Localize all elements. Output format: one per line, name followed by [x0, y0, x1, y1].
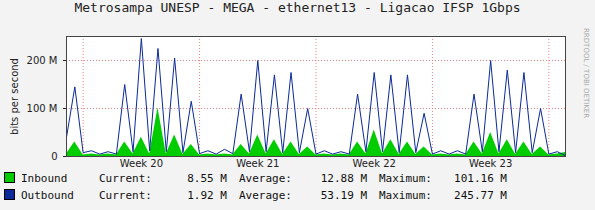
svg-text:200 M: 200 M [27, 55, 58, 66]
html-text:12.88 M: 12.88 M [320, 172, 367, 185]
html-text:RRDTOOL / TOBI OETIKER: RRDTOOL / TOBI OETIKER [582, 28, 590, 119]
html-text:Maximum:: Maximum: [379, 189, 432, 202]
html-text:Current:: Current: [99, 189, 152, 202]
svg-text:Week 23: Week 23 [469, 158, 512, 169]
html-text:Inbound: Inbound [21, 172, 68, 185]
svg-text:Week 20: Week 20 [120, 158, 163, 169]
html-text:Metrosampa UNESP - MEGA - ethe: Metrosampa UNESP - MEGA - ethernet13 - L… [74, 0, 521, 15]
html-text:245.77 M: 245.77 M [454, 189, 507, 202]
html-text:Average:: Average: [239, 172, 292, 185]
svg-text:Week 22: Week 22 [353, 158, 396, 169]
html-text:Maximum:: Maximum: [379, 172, 432, 185]
html-text:Outbound: Outbound [21, 189, 74, 202]
html-text:Current:: Current: [99, 172, 152, 185]
html-text:8.55 M: 8.55 M [187, 172, 227, 185]
html-text:Average:: Average: [239, 189, 292, 202]
svg-text:0: 0 [51, 151, 57, 162]
html-text:53.19 M: 53.19 M [320, 189, 367, 202]
html-text:101.16 M: 101.16 M [454, 172, 507, 185]
svg-text:Week 21: Week 21 [236, 158, 279, 169]
svg-text:100 M: 100 M [27, 103, 58, 114]
svg-text:bits per second: bits per second [9, 58, 20, 135]
html-text:1.92 M: 1.92 M [187, 189, 227, 202]
